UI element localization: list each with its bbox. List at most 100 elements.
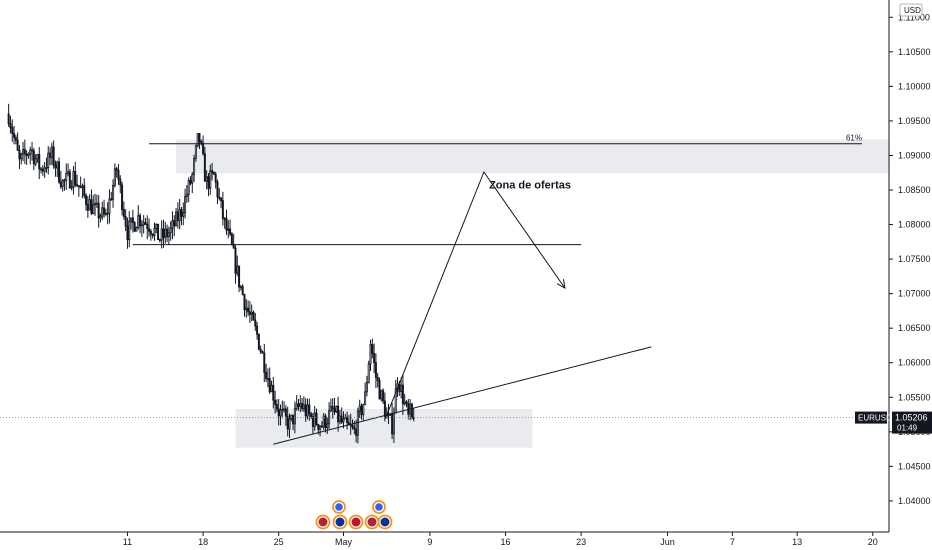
event-flag-eur-icon[interactable] [332, 514, 348, 530]
candle-body [36, 154, 39, 160]
last-price-box [892, 411, 932, 434]
candle [63, 178, 66, 191]
candle [337, 396, 340, 432]
currency-badge[interactable]: USD [899, 3, 923, 17]
projection-path[interactable] [386, 170, 566, 416]
candle [14, 134, 17, 145]
candle [405, 400, 408, 408]
price-tick-label: 1.07500 [898, 254, 931, 264]
candle [367, 360, 370, 384]
candle-body [45, 167, 48, 169]
candle-body [110, 198, 113, 201]
event-stack-icon[interactable] [372, 500, 386, 514]
candle [11, 119, 14, 142]
event-flag-usd-icon[interactable] [315, 514, 331, 530]
candle [263, 343, 266, 382]
candle-body [248, 311, 251, 315]
candle-body [144, 222, 147, 225]
candle [148, 218, 151, 237]
candle-body [286, 415, 289, 430]
candle-body [382, 390, 385, 402]
candle-body [49, 152, 52, 158]
candle [310, 411, 313, 419]
candle [86, 196, 89, 218]
candle-body [392, 412, 395, 435]
candle-body [47, 152, 50, 168]
candle [122, 201, 125, 220]
candle [180, 206, 183, 226]
candle [355, 419, 358, 443]
candle [133, 221, 136, 233]
candle [59, 171, 62, 190]
candle [131, 209, 134, 233]
event-globe [335, 503, 343, 511]
candle [194, 144, 197, 162]
candle-body [63, 179, 66, 182]
candle-body [227, 228, 230, 231]
event-flag-eur-icon[interactable] [377, 514, 393, 530]
events-layer[interactable] [315, 500, 393, 530]
candle [261, 350, 264, 354]
candle-body [72, 171, 75, 188]
candle [72, 166, 75, 195]
candle-body [259, 348, 262, 353]
candle [346, 411, 349, 430]
candle [9, 115, 12, 134]
candle [211, 162, 214, 181]
candle-body [83, 185, 86, 197]
event-flag-usd-icon[interactable] [364, 514, 380, 530]
candle-body [41, 168, 44, 172]
candle [214, 171, 217, 189]
candle [203, 146, 206, 182]
ascending-trendline[interactable] [273, 346, 652, 445]
candle-body [14, 136, 17, 141]
candle [284, 405, 287, 426]
candle-body [31, 149, 34, 152]
candle [149, 228, 152, 241]
candle [83, 178, 86, 199]
candle [238, 265, 241, 293]
candle [103, 199, 106, 218]
candle [130, 217, 133, 230]
candle [207, 173, 210, 197]
candle-body [135, 227, 138, 232]
candle-body [225, 218, 228, 231]
supply-zone[interactable] [176, 139, 890, 174]
candle [187, 177, 190, 203]
candle [290, 414, 293, 422]
price-tick-label: 1.07000 [898, 289, 931, 299]
candle-body [301, 403, 304, 410]
candle-body [108, 198, 111, 214]
candle-body [328, 410, 331, 425]
candle [229, 219, 232, 237]
candle [56, 160, 59, 177]
price-axis[interactable]: 1.040001.045001.050001.055001.060001.065… [855, 0, 932, 532]
candle-body [203, 153, 206, 182]
candle-body [81, 185, 84, 188]
candle [68, 169, 71, 189]
candle-body [171, 220, 174, 229]
candle [369, 339, 372, 371]
candle-body [153, 228, 156, 236]
candle [65, 163, 68, 190]
event-stack-icon[interactable] [332, 500, 346, 514]
candle-body [117, 169, 120, 180]
event-flag-gbp-icon[interactable] [348, 514, 364, 530]
time-axis[interactable]: 11 18 25 May 9 16 23 Jun 7 13 20 [0, 531, 889, 547]
candle-body [329, 405, 332, 412]
time-tick-label: 7 [730, 537, 735, 547]
candle-body [403, 401, 406, 405]
symbol-label[interactable]: EURUSD [855, 411, 892, 424]
candle [176, 202, 179, 229]
candle-body [27, 153, 30, 157]
candle-body [22, 149, 25, 155]
candle-body [238, 265, 241, 288]
candle-body [315, 412, 318, 425]
candle-body [68, 171, 71, 189]
candle-body [74, 171, 77, 186]
candle-body [187, 180, 190, 195]
candle [243, 293, 246, 317]
candle [23, 139, 26, 164]
